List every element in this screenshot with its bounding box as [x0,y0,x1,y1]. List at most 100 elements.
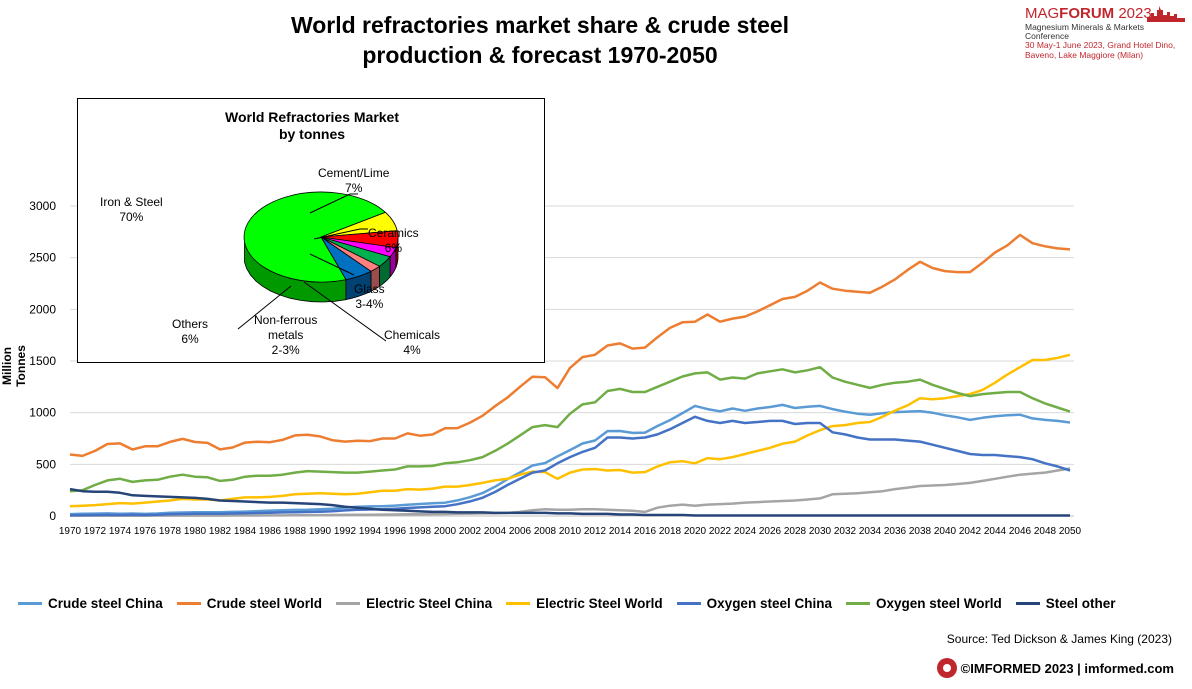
x-tick-label: 1998 [409,526,432,537]
x-tick-label: 2040 [934,526,957,537]
x-tick-label: 2044 [984,526,1007,537]
legend-swatch [18,602,42,605]
legend-swatch [176,602,201,605]
x-tick-label: 2048 [1034,526,1057,537]
y-tick-label: 1500 [29,354,56,368]
series-line-oxygen-steel-world [69,365,1071,493]
chart-legend: Crude steel China Crude steel World Electr… [18,596,1188,611]
x-tick-label: 2016 [634,526,657,537]
imformed-logo-icon [936,658,957,678]
y-tick-label: 2500 [29,251,56,265]
pie-slice-iron-steel [243,191,387,283]
pie-title: World Refractories Market by tonnes [224,109,399,142]
legend-swatch [506,602,531,605]
magforum-brand: MAGFORUM 2023 [1025,5,1152,22]
x-tick-label: 1974 [109,526,132,537]
x-tick-label: 1970 [59,526,82,537]
x-tick-label: 2004 [484,526,507,537]
x-tick-label: 2018 [659,526,682,537]
y-axis-label: Million Tonnes [0,345,28,387]
pie-chart [237,191,399,342]
series-line-crude-steel-china [69,403,1071,516]
x-tick-label: 2006 [509,526,532,537]
x-tick-label: 1990 [309,526,332,537]
imformed-credit: ©IMFORMED 2023 | imformed.com [936,658,1174,678]
x-tick-label: 2014 [609,526,632,537]
x-tick-label: 2036 [884,526,907,537]
legend-label: Oxygen steel China [706,596,832,611]
legend-swatch [1015,602,1040,605]
pie-label-glass: Glass 3-4% [354,282,385,311]
x-tick-label: 2050 [1059,526,1082,537]
x-tick-label: 1986 [259,526,282,537]
series-line-crude-steel-world [69,233,1071,458]
legend-item: Oxygen steel World [845,596,1002,611]
series-line-electric-steel-china [70,467,1071,517]
x-tick-label: 2028 [784,526,807,537]
page-title: World refractories market share & crude … [230,10,850,70]
magforum-subtitle: Magnesium Minerals & Markets Conference [1025,21,1145,41]
pie-label-cement-lime: Cement/Lime 7% [318,166,390,195]
x-tick-label: 1976 [134,526,157,537]
x-tick-label: 2024 [734,526,757,537]
pie-label-others: Others 6% [172,317,209,346]
x-tick-label: 1978 [159,526,182,537]
x-tick-label: 2042 [959,526,982,537]
series-line-electric-steel-world [69,353,1071,508]
legend-label: Steel other [1045,596,1116,611]
pie-inset: World Refractories Market by tonnes Iron… [77,98,545,363]
series-line-steel-other [69,487,1070,517]
x-tick-label: 1988 [284,526,307,537]
legend-item: Electric Steel China [336,596,492,611]
skyline-icon [1147,6,1185,22]
legend-label: Electric Steel China [366,596,493,611]
legend-label: Crude steel China [48,596,163,611]
pie-label-chemicals: Chemicals 4% [384,328,441,357]
series-line-oxygen-steel-china [69,415,1071,517]
x-tick-label: 1984 [234,526,257,537]
legend-label: Crude steel World [206,596,323,611]
y-tick-label: 3000 [29,199,56,213]
y-tick-label: 2000 [29,302,56,316]
x-tick-label: 2008 [534,526,557,537]
x-tick-label: 2046 [1009,526,1032,537]
x-tick-label: 1980 [184,526,207,537]
pie-label-ceramics: Ceramics 6% [368,226,419,255]
x-tick-label: 2034 [859,526,882,537]
legend-item: Crude steel China [18,596,163,611]
x-tick-label: 2010 [559,526,582,537]
legend-label: Oxygen steel World [875,596,1002,611]
legend-item: Crude steel World [176,596,323,611]
x-tick-label: 2002 [459,526,482,537]
magforum-date: 30 May-1 June 2023, Grand Hotel Dino, [1025,40,1176,51]
legend-label: Electric Steel World [536,596,663,611]
x-tick-label: 2022 [709,526,732,537]
x-tick-label: 2030 [809,526,832,537]
title-line-2: production & forecast 1970-2050 [362,42,718,68]
x-tick-label: 2038 [909,526,932,537]
magforum-venue: Baveno, Lake Maggiore (Milan) [1025,49,1144,60]
legend-swatch [845,602,870,605]
x-tick-label: 2000 [434,526,457,537]
x-tick-label: 1972 [84,526,107,537]
pie-label-non-ferrous: Non-ferrous metals 2-3% [254,313,318,357]
x-tick-label: 2012 [584,526,607,537]
x-tick-label: 1992 [334,526,357,537]
x-tick-label: 1994 [359,526,382,537]
y-tick-label: 500 [36,457,56,471]
legend-swatch [336,602,361,605]
legend-item: Steel other [1015,596,1116,611]
legend-item: Oxygen steel China [676,596,832,611]
y-tick-label: 1000 [29,406,56,420]
magforum-logo: MAGFORUM 2023 Magnesium Minerals & Marke… [1025,5,1190,60]
x-tick-label: 1996 [384,526,407,537]
title-line-1: World refractories market share & crude … [290,12,790,38]
legend-item: Electric Steel World [506,596,663,611]
pie-label-iron-steel: Iron & Steel 70% [100,195,163,224]
source-note: Source: Ted Dickson & James King (2023) [946,632,1172,646]
x-tick-label: 2026 [759,526,782,537]
x-tick-label: 1982 [209,526,232,537]
x-tick-label: 2020 [684,526,707,537]
y-tick-label: 0 [49,509,56,523]
